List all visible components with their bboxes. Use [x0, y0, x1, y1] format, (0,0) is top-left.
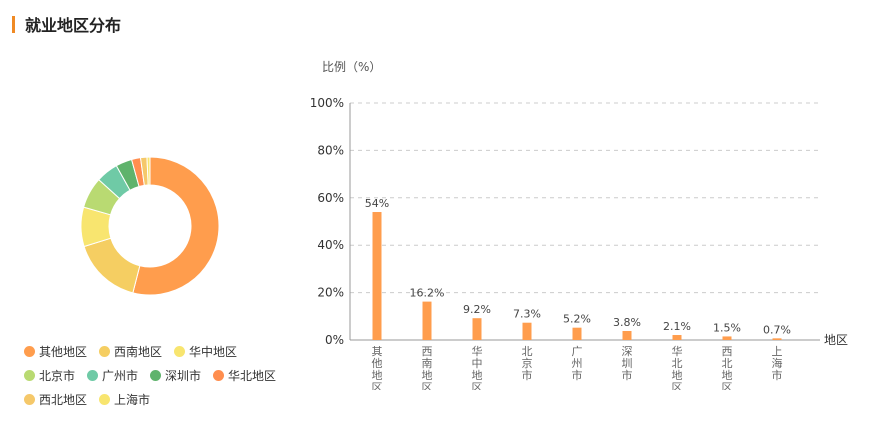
legend-swatch: [87, 369, 99, 381]
x-tick-label: 华北地区: [672, 344, 683, 390]
bar: [572, 327, 582, 340]
bar: [522, 322, 532, 340]
bar-data-label: 1.5%: [713, 321, 741, 334]
legend-item[interactable]: 上海市: [99, 391, 150, 407]
bar-chart: 比例（%） 0% 20% 40% 60% 80% 100% 地区 54% 其他地区 16.2% 西南地…: [310, 60, 848, 390]
bar: [722, 336, 732, 340]
legend-item[interactable]: 西北地区: [24, 391, 87, 407]
bar: [772, 338, 782, 340]
legend-item[interactable]: 西南地区: [99, 343, 162, 359]
donut-slice: [132, 156, 220, 296]
legend-item[interactable]: 其他地区: [24, 343, 87, 359]
legend-swatch: [99, 345, 111, 357]
legend-swatch: [24, 369, 35, 381]
x-tick-label: 广州市: [572, 345, 583, 382]
bar-data-label: 9.2%: [463, 303, 491, 316]
x-tick-label: 其他地区: [372, 345, 383, 390]
legend-label: 上海市: [114, 392, 151, 407]
x-tick-label: 华中地区: [472, 344, 483, 390]
bar-data-label: 3.8%: [613, 316, 641, 329]
x-tick-label: 西北地区: [722, 345, 733, 390]
bar-data-label: 16.2%: [410, 287, 445, 300]
x-tick-label: 深圳市: [622, 345, 633, 382]
legend-label: 华北地区: [228, 368, 277, 383]
x-tick-label: 北京市: [522, 345, 533, 382]
bar: [372, 212, 382, 340]
y-tick-label: 20%: [317, 286, 344, 300]
bar-data-label: 5.2%: [563, 313, 591, 326]
bar: [422, 301, 432, 340]
y-tick-label: 80%: [317, 143, 344, 157]
legend-item[interactable]: 北京市: [24, 367, 75, 383]
bar: [622, 330, 632, 340]
x-axis-title: 地区: [824, 333, 848, 347]
y-tick-label: 40%: [317, 238, 344, 252]
bar-data-label: 2.1%: [663, 320, 691, 333]
y-tick-label: 0%: [325, 333, 344, 347]
bar: [672, 335, 682, 340]
y-axis-title: 比例（%）: [322, 60, 381, 74]
legend-label: 广州市: [102, 368, 139, 383]
legend-item[interactable]: 广州市: [87, 367, 138, 383]
y-tick-label: 100%: [310, 96, 344, 110]
x-tick-label: 上海市: [772, 345, 783, 382]
legend-item[interactable]: 华北地区: [213, 367, 276, 383]
page-title: 就业地区分布: [25, 16, 122, 35]
x-tick-label: 西南地区: [422, 345, 433, 390]
bar-data-label: 0.7%: [763, 323, 791, 336]
legend-swatch: [99, 393, 111, 405]
bar-data-label: 7.3%: [513, 308, 541, 321]
legend-label: 华中地区: [189, 344, 238, 359]
donut-slice: [83, 237, 141, 294]
legend-swatch: [24, 393, 35, 405]
legend-label: 西南地区: [114, 344, 163, 359]
legend-swatch: [174, 345, 186, 357]
legend-swatch: [150, 369, 162, 381]
bar: [472, 318, 482, 340]
legend-label: 北京市: [39, 368, 76, 383]
y-tick-label: 60%: [317, 191, 344, 205]
legend-item[interactable]: 深圳市: [150, 367, 201, 383]
legend-label: 西北地区: [39, 392, 88, 407]
legend-label: 其他地区: [39, 344, 88, 359]
legend-swatch: [213, 369, 225, 381]
legend-item[interactable]: 华中地区: [174, 343, 237, 359]
donut-legend: 其他地区 西南地区 华中地区北京市 广州市 深圳市 华北地区西北地区 上海市: [24, 343, 324, 407]
title-accent-bar: [12, 15, 15, 33]
donut-slice: [146, 156, 151, 186]
bar-data-label: 54%: [365, 197, 389, 210]
legend-label: 深圳市: [165, 368, 202, 383]
legend-swatch: [24, 345, 35, 357]
donut-chart: [80, 156, 220, 296]
section-header: 就业地区分布: [12, 14, 122, 35]
